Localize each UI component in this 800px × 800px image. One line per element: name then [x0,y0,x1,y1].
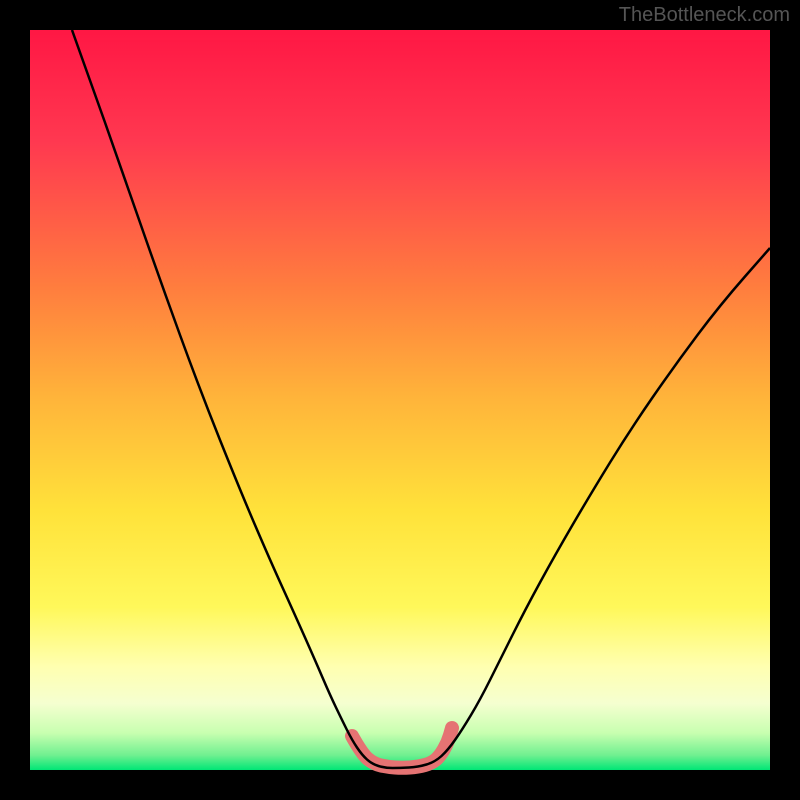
plot-background [30,30,770,770]
watermark-text: TheBottleneck.com [619,4,790,27]
bottleneck-chart [0,0,800,800]
chart-container: TheBottleneck.com [0,0,800,800]
